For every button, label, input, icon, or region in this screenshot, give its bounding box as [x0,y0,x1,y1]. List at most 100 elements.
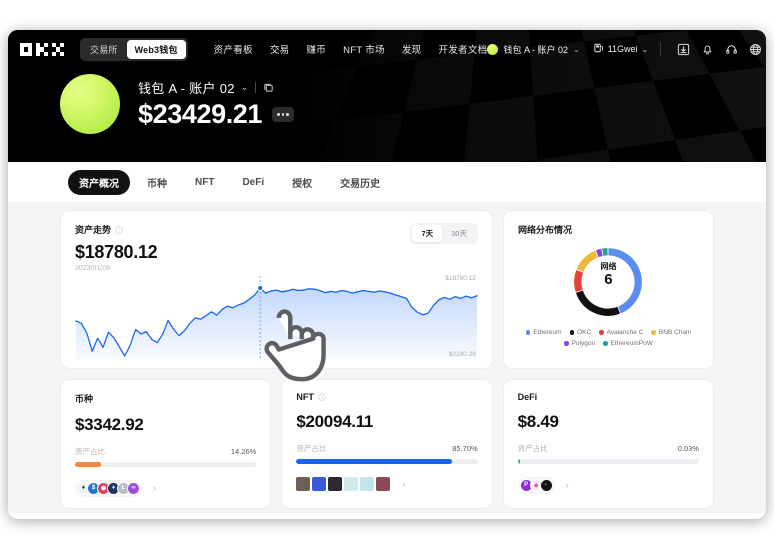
defi-protocol-1-icon: P [519,478,533,492]
legend-swatch [569,330,575,335]
legend-label: BNB Chain [658,329,692,336]
chevron-down-icon: ⌄ [641,44,649,54]
donut-center-label: 网络 [600,262,617,271]
tab-transactions[interactable]: 交易历史 [340,178,381,190]
trend-range-toggle: 7天 30天 [410,223,478,244]
info-icon[interactable] [115,225,123,234]
stat-card-title: NFT [296,392,314,402]
stat-card-ratio-row: 资产占比 14.26% [75,446,256,457]
chevron-right-icon[interactable]: › [402,478,406,489]
ratio-progress-fill [75,462,101,467]
asset-icon-group[interactable] [296,476,391,491]
nft-thumb-4 [344,476,359,491]
nft-thumb-2 [312,476,327,491]
asset-tabs: 资产概况 币种 NFT DeFi 授权 交易历史 [8,162,766,202]
stat-card-title-row: 币种 [75,392,256,405]
donut-segment-okc[interactable] [576,290,621,316]
legend-swatch [599,330,604,335]
segment-exchange[interactable]: 交易所 [90,44,118,55]
asset-icon-group[interactable]: P ◆ ◐ [517,476,555,494]
globe-icon[interactable] [743,37,766,61]
copy-icon[interactable] [263,82,274,93]
overview-content: 资产走势 $18780.12 2023/01 [8,202,766,513]
tab-approvals[interactable]: 授权 [292,178,313,190]
headset-icon[interactable] [719,37,743,61]
asset-icons-row[interactable]: ♦ $ ⬢ ♦ Ł ∞ › [75,479,256,497]
asset-icons-row[interactable]: P ◆ ◐ › [517,476,699,494]
network-legend: Ethereum OKC Avalanche C BNB Chain Polygon Et… [518,329,699,347]
asset-icons-row[interactable]: › [296,476,477,491]
legend-item-ethereum[interactable]: Ethereum [525,329,562,336]
asset-icon-group[interactable]: ♦ $ ⬢ ♦ Ł ∞ [75,479,142,497]
download-icon[interactable] [671,37,695,61]
tab-nft[interactable]: NFT [195,176,215,188]
product-switch[interactable]: 交易所 Web3钱包 [80,37,188,61]
nav-right-cluster: 钱包 A - 账户 02 ⌄ 11Gwei ⌄ [487,37,766,61]
trend-date: 2023/01/08 [75,265,111,272]
segment-web3-wallet[interactable]: Web3钱包 [126,39,186,59]
donut-segment-ethereum[interactable] [608,248,643,314]
network-donut-chart[interactable]: 网络 6 [518,241,699,323]
stat-card-value: $3342.92 [75,415,144,434]
legend-item-bnb-chain[interactable]: BNB Chain [651,329,691,336]
donut-segment-avalanche-c[interactable] [574,269,584,293]
ratio-value: 14.26% [230,447,257,456]
legend-label: Avalanche C [606,329,644,336]
wallet-info: 钱包 A - 账户 02 ⌄ $23429.21 [138,78,295,130]
ratio-value: 0.03% [677,444,699,453]
stat-card-value: $20094.11 [296,412,374,431]
asset-trend-card: 资产走势 $18780.12 2023/01 [60,210,493,382]
range-7d[interactable]: 7天 [412,225,443,242]
nav-link-trade[interactable]: 交易 [269,45,290,56]
legend-label: EthereumPoW [610,340,653,347]
okx-logo[interactable] [20,42,66,56]
nav-link-earn[interactable]: 赚币 [306,45,327,56]
legend-item-avalanche-c[interactable]: Avalanche C [599,329,643,336]
donut-segment-polygon[interactable] [596,248,604,258]
stat-card-ratio-row: 资产占比 0.03% [518,443,699,454]
info-icon[interactable] [318,393,326,401]
legend-item-ethereumpow[interactable]: EthereumPoW [603,340,653,347]
donut-center-value: 6 [604,271,613,288]
nav-link-assets[interactable]: 资产看板 [213,45,253,56]
donut-segment-bnb-chain[interactable] [577,250,599,273]
wallet-avatar[interactable] [60,74,120,134]
network-card-title: 网络分布情况 [517,225,572,235]
account-selector[interactable]: 钱包 A - 账户 02 ⌄ [487,43,580,56]
defi-protocol-2-icon: ◆ [529,478,543,492]
trend-title: 资产走势 [75,225,112,235]
legend-swatch [603,341,608,346]
tab-overview[interactable]: 资产概况 [68,169,130,195]
bell-icon[interactable] [695,37,719,61]
donut-center: 网络 6 [518,261,699,288]
nav-link-developer-docs[interactable]: 开发者文档 [438,45,488,56]
legend-label: Ethereum [533,329,562,336]
tab-defi[interactable]: DeFi [242,176,265,188]
gas-price-indicator[interactable]: 11Gwei ⌄ [594,40,649,58]
ratio-label: 资产占比 [296,444,327,453]
balance-row: $23429.21 [138,101,295,128]
asset-trend-chart[interactable]: $18780.12 $2190.26 [75,275,478,382]
trend-title-row: 资产走势 [75,223,157,236]
chevron-down-icon[interactable]: ⌄ [240,82,249,92]
defi-protocol-3-icon: ◐ [539,478,553,492]
legend-item-okc[interactable]: OKC [569,329,592,336]
legend-label: OKC [577,329,592,336]
tab-tokens[interactable]: 币种 [147,178,167,190]
chevron-right-icon[interactable]: › [565,480,569,490]
trend-value: $18780.12 [75,242,158,262]
nav-link-nft-market[interactable]: NFT 市场 [343,45,385,56]
divider [255,82,257,93]
stat-card-title: 币种 [75,394,94,404]
stat-card-row: 币种 $3342.92 资产占比 14.26% ♦ $ ⬢ ♦ Ł ∞ › NFT $20094.11 资… [60,379,714,509]
range-30d[interactable]: 30天 [451,229,467,238]
legend-item-polygon[interactable]: Polygon [564,340,595,347]
nav-link-discover[interactable]: 发现 [401,45,422,56]
stat-card-ratio-row: 资产占比 85.70% [296,443,477,454]
ratio-progress-fill [517,459,520,464]
chevron-right-icon[interactable]: › [153,483,156,493]
stat-card-tokens: 币种 $3342.92 资产占比 14.26% ♦ $ ⬢ ♦ Ł ∞ › [60,379,272,509]
account-avatar-dot [487,43,499,55]
more-dots-icon[interactable] [272,107,295,122]
